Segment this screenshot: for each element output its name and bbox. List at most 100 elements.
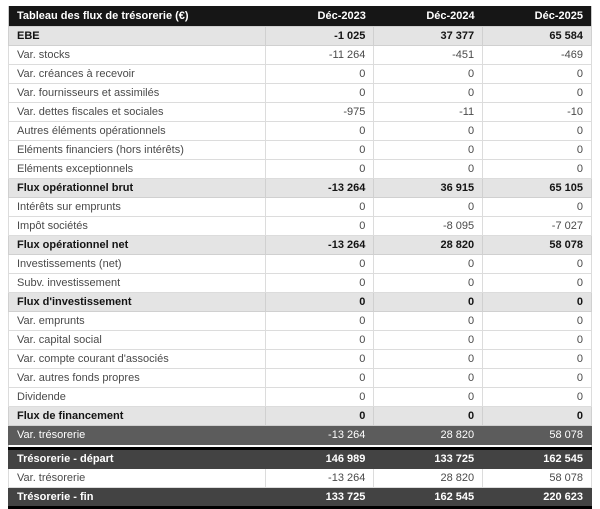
table-row: Dividende 0 0 0 [8, 387, 592, 407]
row-value: 28 820 [373, 425, 484, 445]
row-label: Intérêts sur emprunts [8, 197, 266, 217]
row-label: Trésorerie - fin [8, 487, 266, 508]
row-value: 0 [482, 197, 592, 217]
row-label: Trésorerie - départ [8, 448, 266, 469]
row-value: 0 [373, 330, 484, 350]
table-header: Tableau des flux de trésorerie (€) Déc-2… [8, 6, 592, 27]
section-separator-line [8, 444, 592, 450]
row-label: Var. stocks [8, 45, 266, 65]
row-value: 65 105 [482, 178, 592, 198]
row-value: 0 [482, 121, 592, 141]
row-value: 0 [264, 216, 375, 236]
row-value: 0 [482, 83, 592, 103]
row-label: Autres éléments opérationnels [8, 121, 266, 141]
table-row: Flux de financement 0 0 0 [8, 406, 592, 426]
row-value: 0 [264, 64, 375, 84]
row-value: 0 [264, 349, 375, 369]
row-value: 0 [482, 406, 592, 426]
table-row: Var. fournisseurs et assimilés 0 0 0 [8, 83, 592, 103]
table-row: Eléments financiers (hors intérêts) 0 0 0 [8, 140, 592, 160]
row-value: -10 [482, 102, 592, 122]
row-value: 36 915 [373, 178, 484, 198]
table-row: Var. créances à recevoir 0 0 0 [8, 64, 592, 84]
table-row: Investissements (net) 0 0 0 [8, 254, 592, 274]
table-row: Var. emprunts 0 0 0 [8, 311, 592, 331]
row-value: 0 [264, 254, 375, 274]
row-value: 0 [264, 311, 375, 331]
row-value: 0 [373, 349, 484, 369]
row-value: 0 [482, 349, 592, 369]
cashflow-table: Tableau des flux de trésorerie (€) Déc-2… [8, 6, 592, 509]
table-row: Var. trésorerie -13 264 28 820 58 078 [8, 425, 592, 445]
row-value: 0 [373, 140, 484, 160]
row-value: 220 623 [482, 487, 592, 508]
row-value: 0 [264, 387, 375, 407]
row-value: 28 820 [373, 235, 484, 255]
row-value: 37 377 [373, 26, 484, 46]
column-header-dec-2024: Déc-2024 [373, 6, 483, 27]
row-value: 0 [482, 311, 592, 331]
row-value: 0 [264, 330, 375, 350]
row-value: -975 [264, 102, 375, 122]
row-value: 0 [482, 273, 592, 293]
row-label: Subv. investissement [8, 273, 266, 293]
row-value: 0 [373, 197, 484, 217]
table-row: Var. compte courant d'associés 0 0 0 [8, 349, 592, 369]
row-value: 0 [264, 273, 375, 293]
row-value: 0 [373, 64, 484, 84]
row-value: -7 027 [482, 216, 592, 236]
row-label: EBE [8, 26, 266, 46]
row-label: Var. créances à recevoir [8, 64, 266, 84]
row-value: -1 025 [264, 26, 375, 46]
row-value: -13 264 [264, 468, 375, 488]
row-label: Eléments financiers (hors intérêts) [8, 140, 266, 160]
row-value: -13 264 [264, 178, 375, 198]
row-label: Var. trésorerie [8, 425, 266, 445]
row-value: 146 989 [264, 448, 375, 469]
row-value: 58 078 [482, 425, 592, 445]
row-value: 0 [373, 83, 484, 103]
row-value: 0 [373, 368, 484, 388]
row-label: Flux de financement [8, 406, 266, 426]
row-label: Var. trésorerie [8, 468, 266, 488]
table-row: Trésorerie - départ 146 989 133 725 162 545 [8, 448, 592, 469]
table-row: Flux d'investissement 0 0 0 [8, 292, 592, 312]
table-row: Impôt sociétés 0 -8 095 -7 027 [8, 216, 592, 236]
row-value: -13 264 [264, 425, 375, 445]
row-value: 0 [264, 140, 375, 160]
row-value: 0 [264, 121, 375, 141]
row-value: 0 [482, 159, 592, 179]
row-value: 162 545 [373, 487, 484, 508]
row-value: 0 [264, 197, 375, 217]
row-value: 65 584 [482, 26, 592, 46]
row-label: Var. dettes fiscales et sociales [8, 102, 266, 122]
table-row: Var. dettes fiscales et sociales -975 -11-… [8, 102, 592, 122]
table-title: Tableau des flux de trésorerie (€) [8, 6, 266, 27]
row-value: 0 [373, 406, 484, 426]
row-value: 0 [482, 140, 592, 160]
row-value: 0 [264, 368, 375, 388]
row-value: 0 [373, 311, 484, 331]
row-label: Flux opérationnel brut [8, 178, 266, 198]
row-value: 0 [482, 387, 592, 407]
row-value: 0 [482, 254, 592, 274]
row-value: 133 725 [264, 487, 375, 508]
row-value: 0 [373, 254, 484, 274]
table-body: EBE -1 025 37 377 65 584 Var. stocks -11 264-… [8, 26, 592, 508]
row-label: Var. emprunts [8, 311, 266, 331]
table-row: Var. autres fonds propres 0 0 0 [8, 368, 592, 388]
table-row: Flux opérationnel brut -13 264 36 915 65 10… [8, 178, 592, 198]
table-row: Autres éléments opérationnels 0 0 0 [8, 121, 592, 141]
row-label: Investissements (net) [8, 254, 266, 274]
row-value: -11 264 [264, 45, 375, 65]
table-row: Subv. investissement 0 0 0 [8, 273, 592, 293]
table-row: EBE -1 025 37 377 65 584 [8, 26, 592, 46]
row-value: 0 [482, 64, 592, 84]
row-value: 58 078 [482, 235, 592, 255]
table-row: Flux opérationnel net -13 264 28 820 58 078 [8, 235, 592, 255]
table-row: Var. capital social 0 0 0 [8, 330, 592, 350]
header-row: Tableau des flux de trésorerie (€) Déc-2… [8, 6, 592, 27]
row-value: 58 078 [482, 468, 592, 488]
row-value: -469 [482, 45, 592, 65]
row-value: 28 820 [373, 468, 484, 488]
